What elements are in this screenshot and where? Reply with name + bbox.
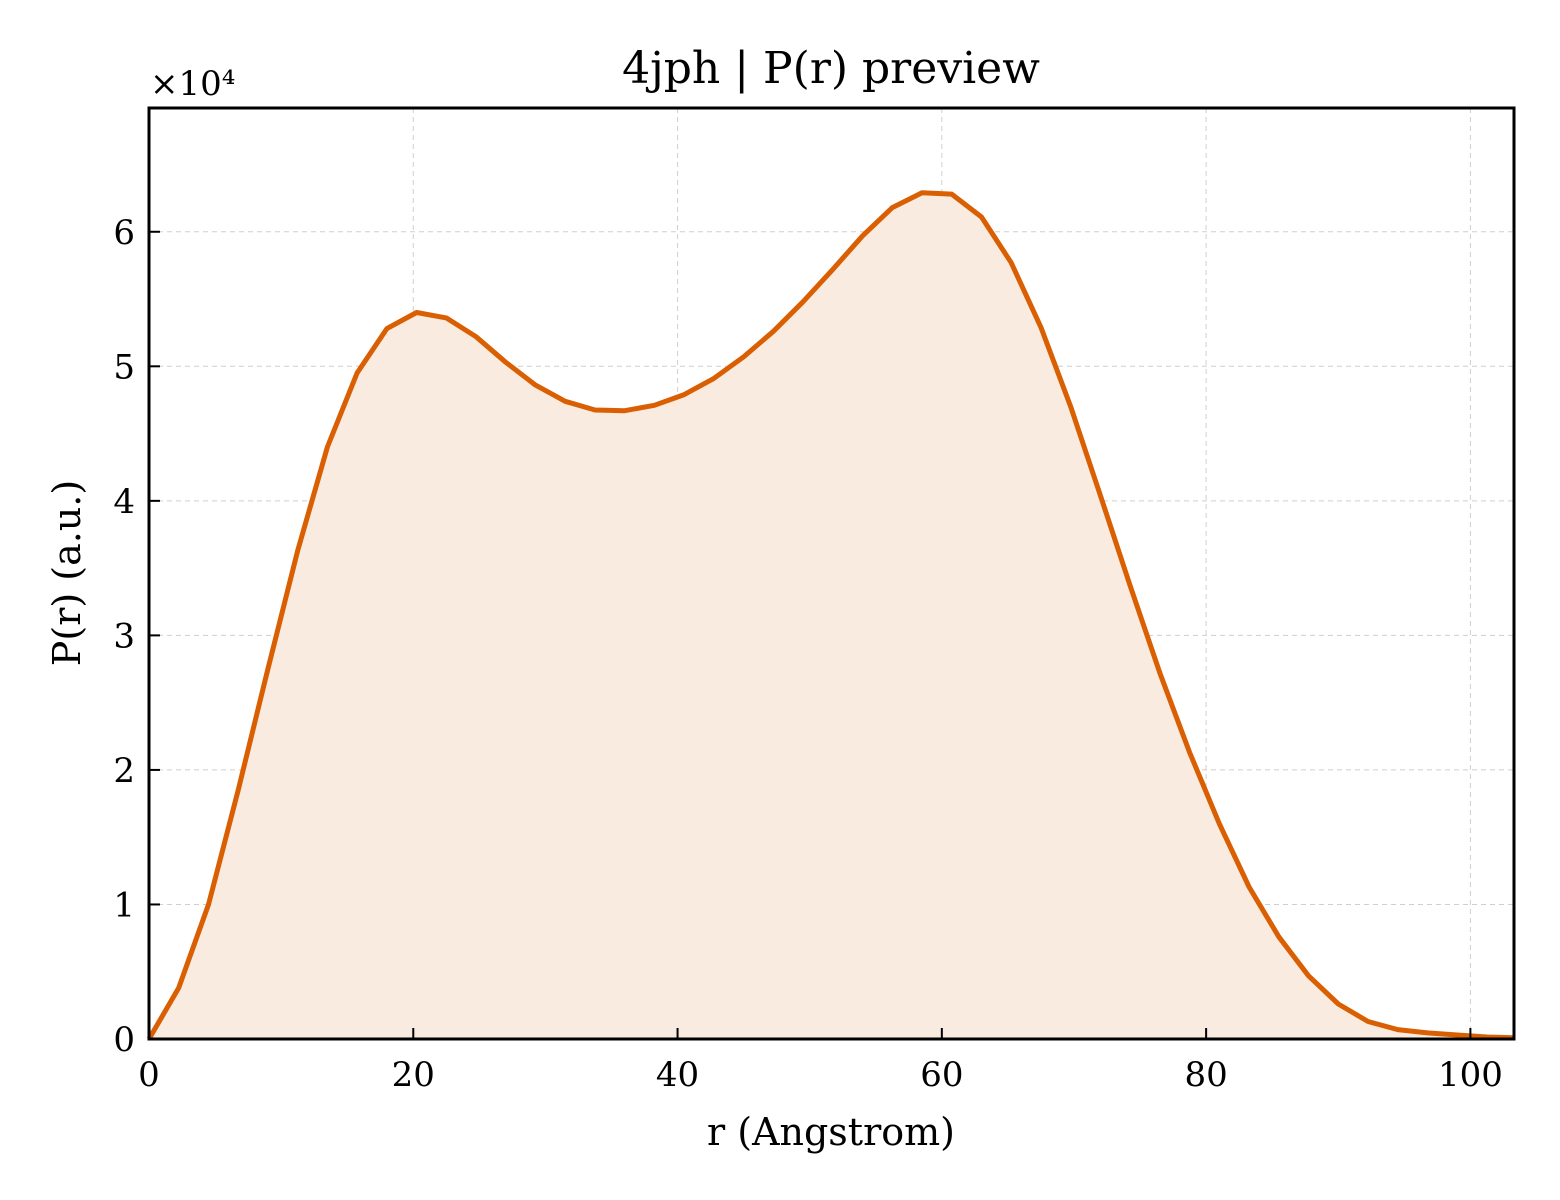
y-offset-label: ×10⁴ [150,64,235,104]
y-tick-label: 3 [113,616,135,656]
y-axis-label: P(r) (a.u.) [45,480,89,666]
x-tick-label: 0 [138,1055,160,1095]
y-tick-label: 0 [113,1020,135,1060]
pr-series-line [146,190,1515,1041]
y-tick-label: 1 [113,885,135,925]
x-axis-label: r (Angstrom) [707,1110,955,1154]
x-tick-label: 100 [1438,1055,1503,1095]
x-tick-label: 60 [920,1055,963,1095]
x-tick-label: 40 [656,1055,699,1095]
ticks: 0 20 40 60 80 100 0 1 2 3 4 5 6 [113,213,1502,1095]
plot-frame [147,106,1516,1041]
chart-title: 4jph | P(r) preview [622,43,1040,94]
x-tick-label: 80 [1184,1055,1227,1095]
x-tick-label: 20 [392,1055,435,1095]
y-tick-label: 2 [113,751,135,791]
y-tick-label: 4 [113,482,135,522]
pr-area-fill [149,192,1514,1040]
y-tick-label: 6 [113,213,135,253]
y-tick-label: 5 [113,347,135,387]
